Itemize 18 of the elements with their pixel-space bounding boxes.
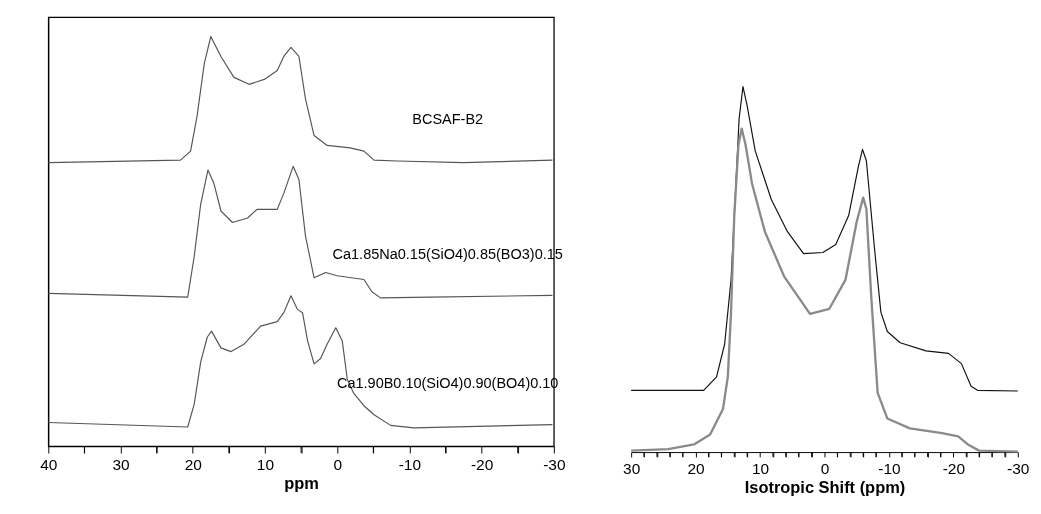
x-tick-label: -10 <box>878 459 901 477</box>
x-tick-label: 10 <box>751 459 770 477</box>
x-tick-label: -10 <box>398 455 422 473</box>
x-tick-label: 20 <box>687 459 705 477</box>
x-tick-label: 30 <box>623 459 641 477</box>
x-tick-label: 0 <box>333 455 342 473</box>
x-tick-label: 40 <box>40 455 58 473</box>
x-tick-label: 10 <box>256 455 275 473</box>
x-tick-label: 30 <box>112 455 130 473</box>
text: BCSAF-B2 <box>412 111 484 128</box>
x-tick-label: -20 <box>470 455 494 473</box>
x-tick-label: -20 <box>942 459 966 477</box>
x-tick-label: -30 <box>543 455 566 473</box>
x-tick-label: 20 <box>184 455 202 473</box>
x-axis-title: Isotropic Shift (ppm) <box>744 478 906 497</box>
x-axis-title: ppm <box>284 474 319 493</box>
x-tick-label: 0 <box>820 459 830 477</box>
x-tick-label: -30 <box>1007 459 1030 477</box>
